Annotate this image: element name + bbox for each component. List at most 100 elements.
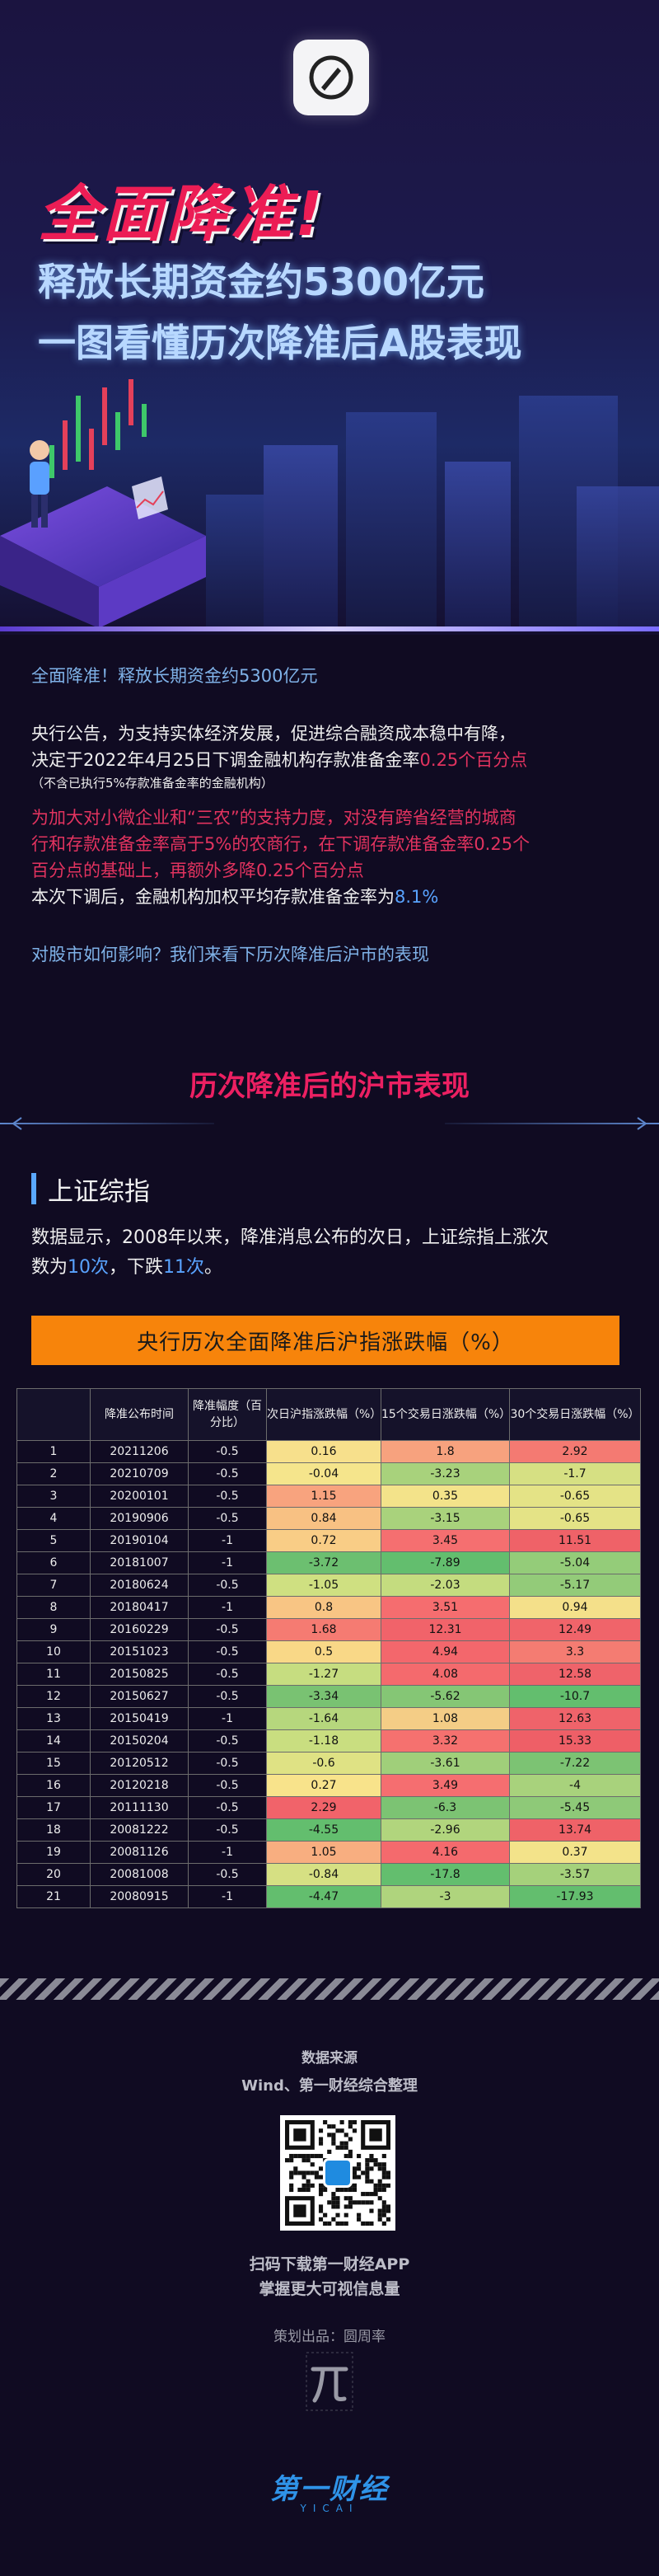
cell-index: 9 <box>16 1618 91 1641</box>
cell-next-day: 0.8 <box>266 1596 381 1619</box>
cell-date: 20120218 <box>90 1774 189 1797</box>
cell-next-day: 1.05 <box>266 1841 381 1864</box>
cell-next-day: 1.15 <box>266 1485 381 1508</box>
cell-next-day: 0.27 <box>266 1774 381 1797</box>
desc-down-count: 11次 <box>163 1257 205 1278</box>
cell-index: 12 <box>16 1685 91 1708</box>
subsection-accent-bar <box>31 1173 36 1204</box>
header-cut: 降准幅度（百分比） <box>188 1388 267 1441</box>
cell-15-day: 3.45 <box>381 1529 510 1552</box>
cell-date: 20181007 <box>90 1551 189 1574</box>
cell-next-day: 2.29 <box>266 1796 381 1819</box>
cell-date: 20111130 <box>90 1796 189 1819</box>
table-row: 17 20111130 -0.5 2.29 -6.3 -5.45 <box>16 1796 641 1819</box>
hero-subtitle-line2: 一图看懂历次降准后A股表现 <box>38 321 522 365</box>
hero-divider <box>0 626 659 631</box>
cell-next-day: -1.05 <box>266 1574 381 1597</box>
cell-cut: -0.5 <box>188 1796 267 1819</box>
cell-cut: -0.5 <box>188 1618 267 1641</box>
hero-banner: 全面降准! 释放长期资金约5300亿元 一图看懂历次降准后A股表现 <box>0 0 659 635</box>
intro-para2-line3: 百分点的基础上，再额外多降0.25个百分点 <box>31 861 364 880</box>
cell-15-day: -17.8 <box>381 1863 510 1886</box>
footer-brand: 第一财经 <box>270 2473 389 2506</box>
cell-30-day: -7.22 <box>509 1752 641 1775</box>
cell-15-day: 1.08 <box>381 1707 510 1730</box>
cell-15-day: 3.49 <box>381 1774 510 1797</box>
qr-center-logo-icon <box>323 2158 353 2188</box>
intro-para2-line2: 行和存款准备金率高于5%的农商行，在下调存款准备金率0.25个 <box>31 834 530 854</box>
cell-date: 20190104 <box>90 1529 189 1552</box>
cell-index: 7 <box>16 1574 91 1597</box>
cell-15-day: 12.31 <box>381 1618 510 1641</box>
cell-next-day: 0.5 <box>266 1640 381 1663</box>
cell-15-day: -7.89 <box>381 1551 510 1574</box>
table-row: 9 20160229 -0.5 1.68 12.31 12.49 <box>16 1618 641 1641</box>
table-row: 19 20081126 -1 1.05 4.16 0.37 <box>16 1841 641 1864</box>
cell-index: 19 <box>16 1841 91 1864</box>
cell-index: 4 <box>16 1507 91 1530</box>
cell-cut: -0.5 <box>188 1507 267 1530</box>
cell-cut: -0.5 <box>188 1574 267 1597</box>
cell-cut: -1 <box>188 1707 267 1730</box>
cell-date: 20210709 <box>90 1462 189 1485</box>
footer-stripe-divider <box>0 1978 659 2000</box>
table-row: 5 20190104 -1 0.72 3.45 11.51 <box>16 1529 641 1552</box>
intro-headline: 全面降准！释放长期资金约5300亿元 <box>31 666 318 686</box>
subsection-description: 数据显示，2008年以来，降准消息公布的次日，上证综指上涨次 数为10次，下跌1… <box>31 1223 633 1283</box>
cell-index: 18 <box>16 1818 91 1842</box>
desc-up-count: 10次 <box>68 1257 110 1278</box>
table-row: 12 20150627 -0.5 -3.34 -5.62 -10.7 <box>16 1685 641 1708</box>
rrr-cut-table: 降准公布时间 降准幅度（百分比） 次日沪指涨跌幅（%） 15个交易日涨跌幅（%）… <box>16 1388 641 1908</box>
cell-date: 20081126 <box>90 1841 189 1864</box>
cell-index: 5 <box>16 1529 91 1552</box>
cell-30-day: -0.65 <box>509 1507 641 1530</box>
intro-para1-line2: 决定于2022年4月25日下调金融机构存款准备金率0.25个百分点 <box>31 747 633 773</box>
intro-para1-line1: 央行公告，为支持实体经济发展，促进综合融资成本稳中有降， <box>31 724 516 744</box>
intro-note: （不含已执行5%存款准备金率的金融机构） <box>31 776 273 791</box>
download-qr-code[interactable] <box>280 2115 395 2231</box>
cell-date: 20200101 <box>90 1485 189 1508</box>
cell-30-day: 12.63 <box>509 1707 641 1730</box>
cell-cut: -0.5 <box>188 1485 267 1508</box>
cell-index: 11 <box>16 1663 91 1686</box>
table-row: 13 20150419 -1 -1.64 1.08 12.63 <box>16 1707 641 1730</box>
cell-30-day: -3.57 <box>509 1863 641 1886</box>
footer-brand-sub: YICAI <box>300 2503 359 2514</box>
cell-30-day: -5.17 <box>509 1574 641 1597</box>
cell-date: 20190906 <box>90 1507 189 1530</box>
cell-15-day: -3.61 <box>381 1752 510 1775</box>
subsection-heading: 上证综指 <box>31 1171 150 1207</box>
cell-date: 20150825 <box>90 1663 189 1686</box>
table-row: 16 20120218 -0.5 0.27 3.49 -4 <box>16 1774 641 1797</box>
table-row: 3 20200101 -0.5 1.15 0.35 -0.65 <box>16 1485 641 1508</box>
cell-date: 20081222 <box>90 1818 189 1842</box>
table-row: 18 20081222 -0.5 -4.55 -2.96 13.74 <box>16 1818 641 1842</box>
cell-index: 21 <box>16 1885 91 1908</box>
hero-illustration <box>0 379 659 628</box>
cell-30-day: -5.45 <box>509 1796 641 1819</box>
section-chevron-left-icon <box>12 1117 22 1130</box>
cell-date: 20150419 <box>90 1707 189 1730</box>
section-chevron-right-icon <box>637 1117 647 1130</box>
table-row: 1 20211206 -0.5 0.16 1.8 2.92 <box>16 1440 641 1463</box>
cell-index: 13 <box>16 1707 91 1730</box>
intro-para3-text: 本次下调后，金融机构加权平均存款准备金率为 <box>31 887 395 907</box>
cell-30-day: 15.33 <box>509 1729 641 1753</box>
intro-para1-text: 决定于2022年4月25日下调金融机构存款准备金率 <box>31 750 420 770</box>
cell-15-day: 3.51 <box>381 1596 510 1619</box>
cell-cut: -1 <box>188 1596 267 1619</box>
table-row: 2 20210709 -0.5 -0.04 -3.23 -1.7 <box>16 1462 641 1485</box>
subsection-title: 上证综指 <box>48 1176 150 1207</box>
cell-15-day: -3.23 <box>381 1462 510 1485</box>
cell-next-day: -1.64 <box>266 1707 381 1730</box>
cell-30-day: -1.7 <box>509 1462 641 1485</box>
cell-index: 3 <box>16 1485 91 1508</box>
desc-text-a: 数据显示，2008年以来，降准消息公布的次日，上证综指上涨次 <box>31 1227 549 1248</box>
header-date: 降准公布时间 <box>90 1388 189 1441</box>
desc-text-b: 数为 <box>31 1257 68 1278</box>
table-title-banner: 央行历次全面降准后沪指涨跌幅（%） <box>31 1316 619 1365</box>
cell-next-day: -4.47 <box>266 1885 381 1908</box>
cell-next-day: -3.34 <box>266 1685 381 1708</box>
cell-index: 14 <box>16 1729 91 1753</box>
table-row: 7 20180624 -0.5 -1.05 -2.03 -5.17 <box>16 1574 641 1597</box>
